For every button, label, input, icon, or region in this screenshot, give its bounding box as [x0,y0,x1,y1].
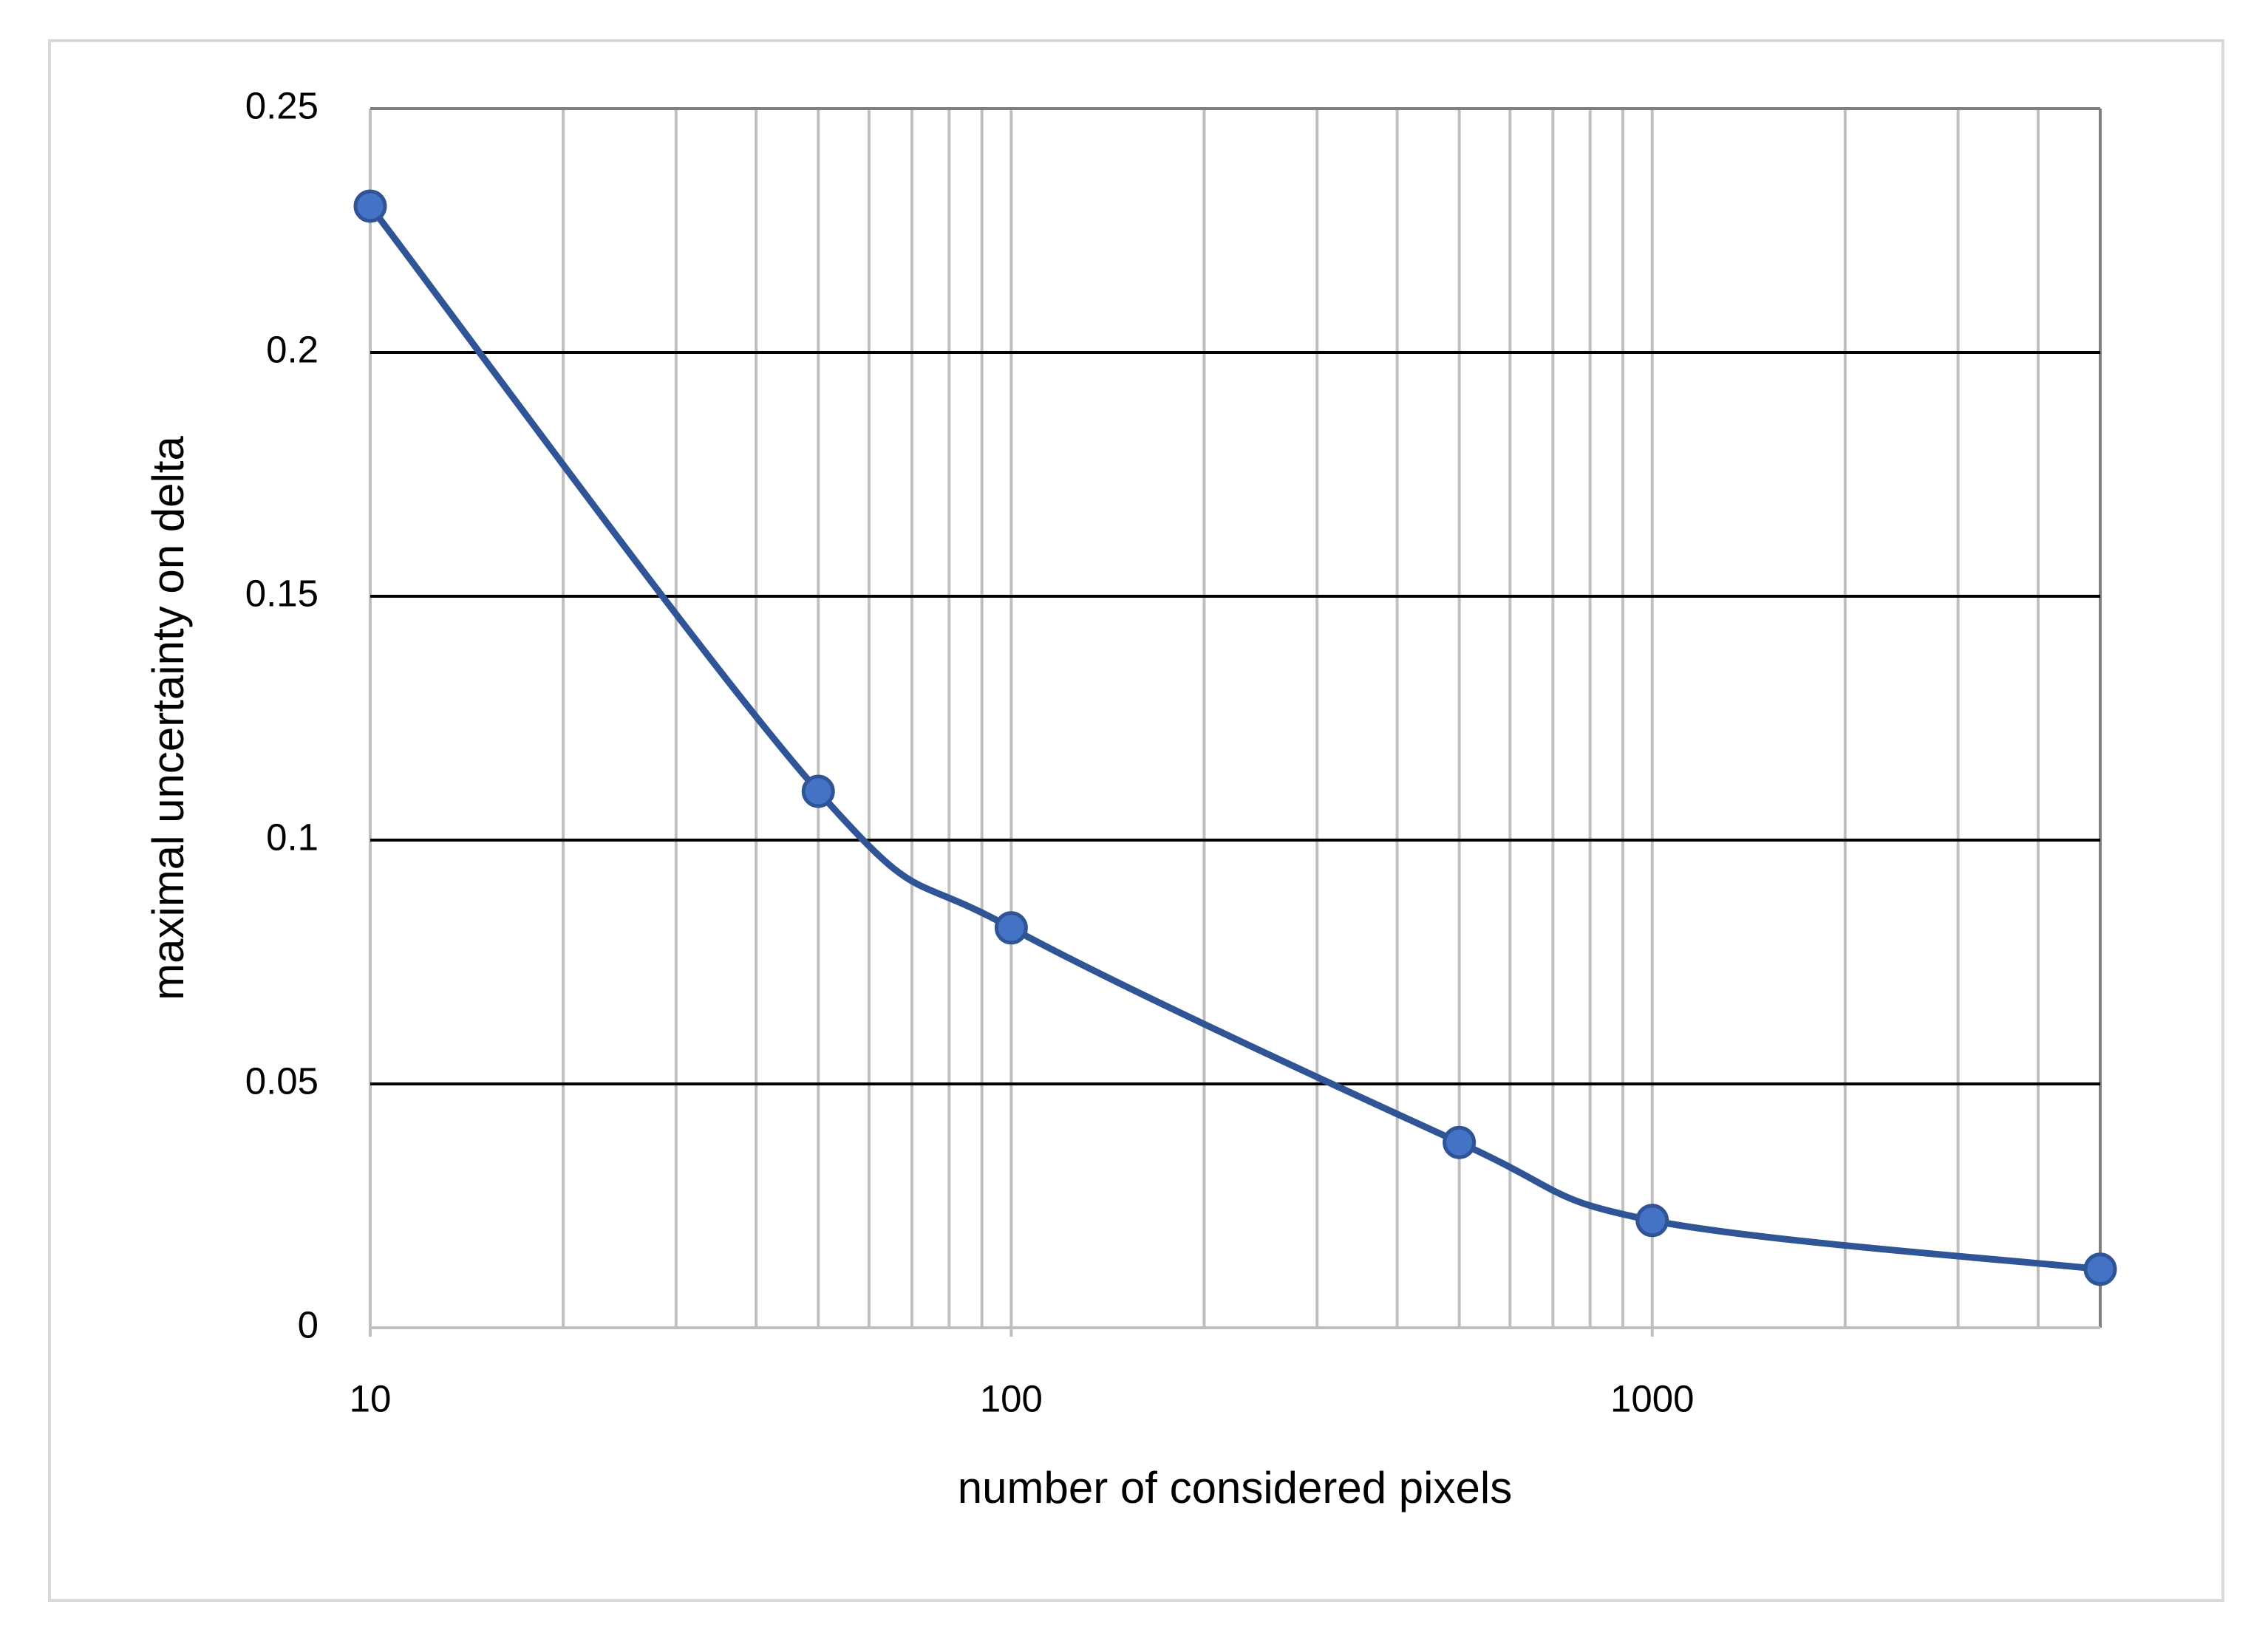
data-point [353,189,387,223]
series-line [367,204,2101,1273]
data-point [994,911,1028,945]
y-tick-label: 0.2 [266,328,319,370]
x-tick-label: 1000 [1610,1377,1694,1419]
y-tick-label: 0 [298,1303,319,1345]
y-tick-label: 0.05 [245,1060,319,1102]
data-point [2083,1252,2117,1286]
y-tick-label: 0.25 [245,84,319,126]
y-axis-title: maximal uncertainty on delta [143,436,193,1000]
y-tick-label: 0.15 [245,572,319,614]
data-point [801,774,835,808]
x-tick-label: 100 [980,1377,1043,1419]
y-tick-label: 0.1 [266,816,319,858]
x-tick-label: 10 [350,1377,392,1419]
chart-border [48,39,2224,1602]
data-point [1635,1204,1669,1238]
data-point [1443,1125,1477,1159]
x-axis-title: number of considered pixels [958,1463,1512,1512]
